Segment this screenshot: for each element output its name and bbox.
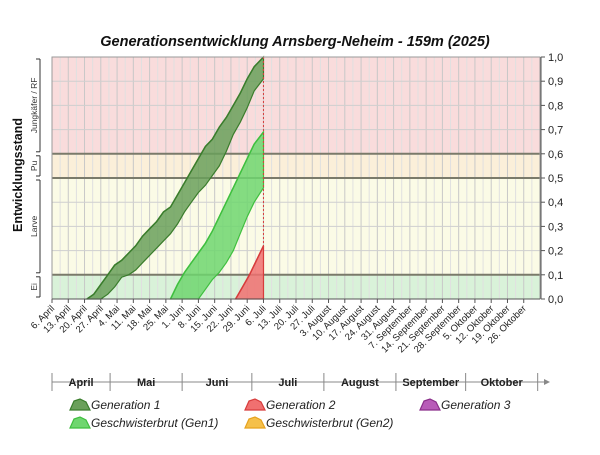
y-tick-label: 0,6 bbox=[548, 149, 563, 161]
legend-label-1: Generation 2 bbox=[266, 398, 336, 412]
legend-label-0: Generation 1 bbox=[91, 398, 160, 412]
month-label: April bbox=[69, 377, 94, 389]
legend-label-4: Geschwisterbrut (Gen2) bbox=[266, 416, 393, 430]
month-axis-arrow bbox=[544, 379, 550, 385]
month-label: Juli bbox=[278, 377, 297, 389]
stage-label: Pu bbox=[29, 160, 39, 171]
y-tick-label: 1,0 bbox=[548, 52, 563, 64]
y-tick-label: 0,9 bbox=[548, 76, 563, 88]
month-label: August bbox=[341, 377, 379, 389]
stage-label: Larve bbox=[29, 215, 39, 237]
series-line-1 bbox=[169, 131, 265, 300]
y-tick-label: 0,8 bbox=[548, 100, 563, 112]
legend-swatch-2 bbox=[419, 398, 441, 411]
y-tick-label: 0,1 bbox=[548, 270, 563, 282]
legend-label-3: Geschwisterbrut (Gen1) bbox=[91, 416, 218, 430]
chart-title: Generationsentwicklung Arnsberg-Neheim -… bbox=[100, 34, 490, 50]
y-tick-label: 0,3 bbox=[548, 221, 563, 233]
month-label: Oktober bbox=[481, 377, 524, 389]
legend-swatch-3 bbox=[69, 416, 91, 429]
legend-swatch-4 bbox=[244, 416, 266, 429]
legend-label-2: Generation 3 bbox=[441, 398, 511, 412]
legend-swatch-1 bbox=[244, 398, 266, 411]
y-tick-label: 0,2 bbox=[548, 246, 563, 258]
series-line-2 bbox=[234, 245, 265, 300]
y-tick-label: 0,0 bbox=[548, 294, 563, 306]
stage-label: Jungkäfer / RF bbox=[29, 78, 39, 134]
legend-swatch-0 bbox=[69, 398, 91, 411]
y-tick-label: 0,7 bbox=[548, 125, 563, 137]
series-line-0 bbox=[86, 56, 265, 300]
y-axis-title: Entwicklungsstand bbox=[11, 118, 25, 232]
month-label: Mai bbox=[137, 377, 155, 389]
stage-label: Ei bbox=[29, 283, 39, 291]
month-label: Juni bbox=[206, 377, 229, 389]
y-tick-label: 0,5 bbox=[548, 173, 563, 185]
y-tick-label: 0,4 bbox=[548, 197, 563, 209]
month-label: September bbox=[402, 377, 460, 389]
